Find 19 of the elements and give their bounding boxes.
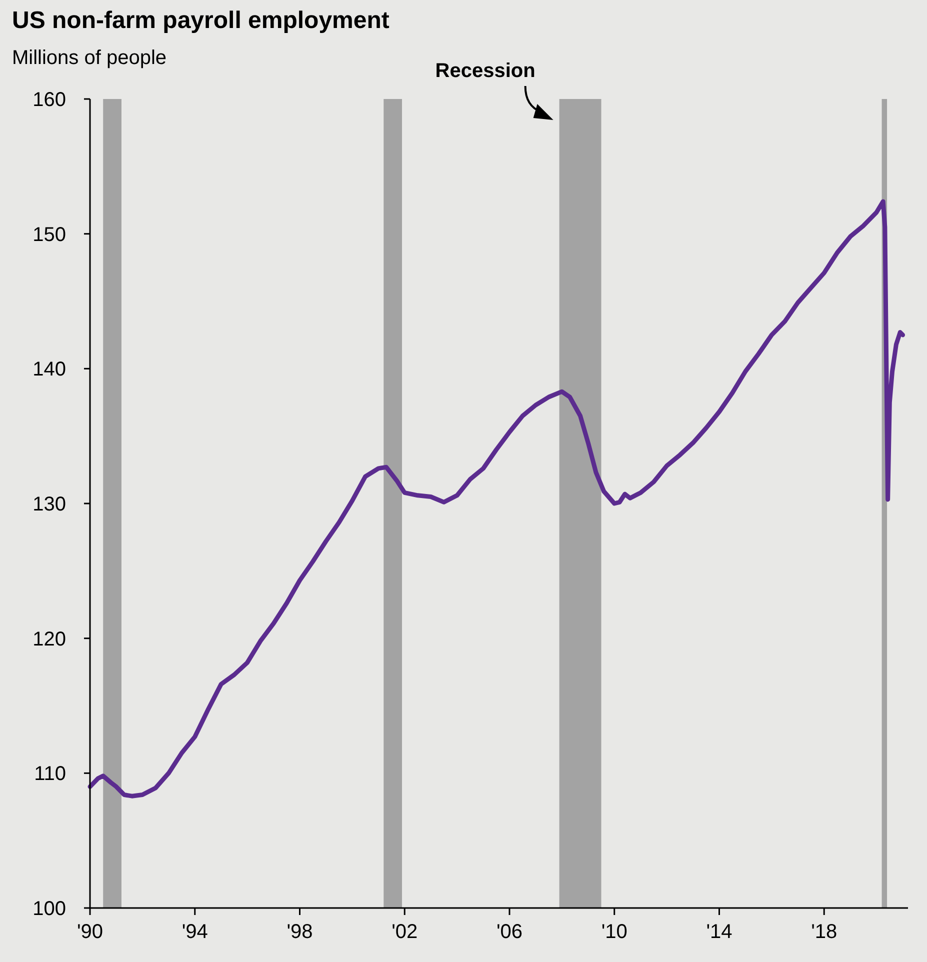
- chart-subtitle: Millions of people: [12, 47, 167, 69]
- x-tick-label: '94: [182, 921, 208, 943]
- line-series: [88, 199, 906, 798]
- x-tick-label: '06: [496, 921, 523, 943]
- y-tick-label: 150: [32, 224, 66, 246]
- y-tick-label: 120: [32, 628, 66, 650]
- x-tick-label: '14: [706, 921, 732, 943]
- x-tick-label: '02: [392, 921, 418, 943]
- y-tick-label: 100: [32, 898, 66, 920]
- y-tick-label: 110: [34, 763, 66, 786]
- x-tick-label: '98: [286, 921, 313, 943]
- band-label: Recession: [435, 60, 536, 82]
- y-tick-label: 130: [32, 494, 66, 516]
- x-tick-label: '90: [76, 921, 104, 943]
- x-tick-label: '10: [601, 921, 628, 943]
- y-tick-label: 140: [32, 358, 66, 381]
- chart-title: US non-farm payroll employment: [12, 7, 390, 34]
- y-tick-label: 160: [32, 89, 66, 111]
- x-tick-label: '18: [811, 921, 838, 943]
